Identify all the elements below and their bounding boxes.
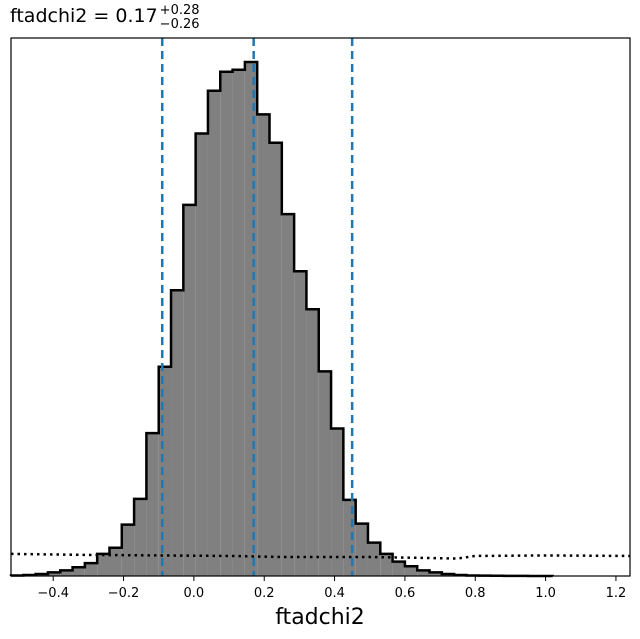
histogram-bar xyxy=(343,499,356,576)
histogram-bar xyxy=(429,572,442,576)
chart-title: ftadchi2 = 0.17 +0.28 −0.26 xyxy=(10,3,200,32)
x-tick-label: 0.8 xyxy=(465,586,486,601)
histogram-bar xyxy=(121,524,135,576)
histogram-outline xyxy=(9,60,554,578)
histogram-bar xyxy=(331,428,344,576)
histogram-bar xyxy=(47,572,61,576)
histogram-bar xyxy=(306,309,319,576)
chart-title-upper-error: +0.28 xyxy=(160,3,200,18)
x-tick-label: 0.0 xyxy=(184,586,205,601)
chart-title-main: ftadchi2 = 0.17 xyxy=(10,5,158,27)
reference-curve xyxy=(10,552,631,560)
histogram-bar xyxy=(257,114,270,576)
histogram-bar xyxy=(134,498,147,576)
x-tick-label: 0.4 xyxy=(324,586,345,601)
histogram-bar xyxy=(72,567,85,576)
histogram-bar xyxy=(171,290,184,576)
histogram-bar xyxy=(207,90,221,576)
x-axis-label: ftadchi2 xyxy=(275,605,365,630)
histogram-bar xyxy=(355,523,368,576)
x-tick-label: 1.0 xyxy=(535,586,556,601)
plot-frame xyxy=(10,37,631,577)
histogram-bar xyxy=(380,553,393,576)
histogram-bar xyxy=(244,62,258,576)
histogram-bar xyxy=(294,271,307,576)
histogram-bar xyxy=(97,553,110,576)
histogram-bar xyxy=(269,142,282,576)
histogram-bar xyxy=(220,71,233,577)
x-tick-label: 0.6 xyxy=(395,586,416,601)
histogram-bar xyxy=(281,214,295,577)
histogram-bar xyxy=(146,433,159,576)
x-tick-label: 0.2 xyxy=(254,586,275,601)
histogram-bar xyxy=(109,547,122,576)
histogram-bar xyxy=(367,542,381,576)
x-tick-label: −0.4 xyxy=(37,586,69,601)
histogram-bar xyxy=(232,69,245,577)
chart-title-lower-error: −0.26 xyxy=(160,17,200,32)
x-axis-ticks: −0.4 −0.2 0.0 0.2 0.4 0.6 0.8 1.0 1.2 xyxy=(37,576,626,601)
histogram-bar xyxy=(158,366,172,576)
histogram-bar xyxy=(60,570,73,576)
histogram-bar xyxy=(392,561,405,576)
histogram-bar xyxy=(195,133,208,577)
histogram-bar xyxy=(417,570,430,576)
histogram-bar xyxy=(183,204,196,576)
histogram-bar xyxy=(84,563,98,576)
histogram-bar xyxy=(404,566,418,576)
plot-area xyxy=(9,38,631,578)
x-tick-label: 1.2 xyxy=(606,586,627,601)
x-tick-label: −0.2 xyxy=(108,586,140,601)
histogram-bar xyxy=(318,371,332,576)
